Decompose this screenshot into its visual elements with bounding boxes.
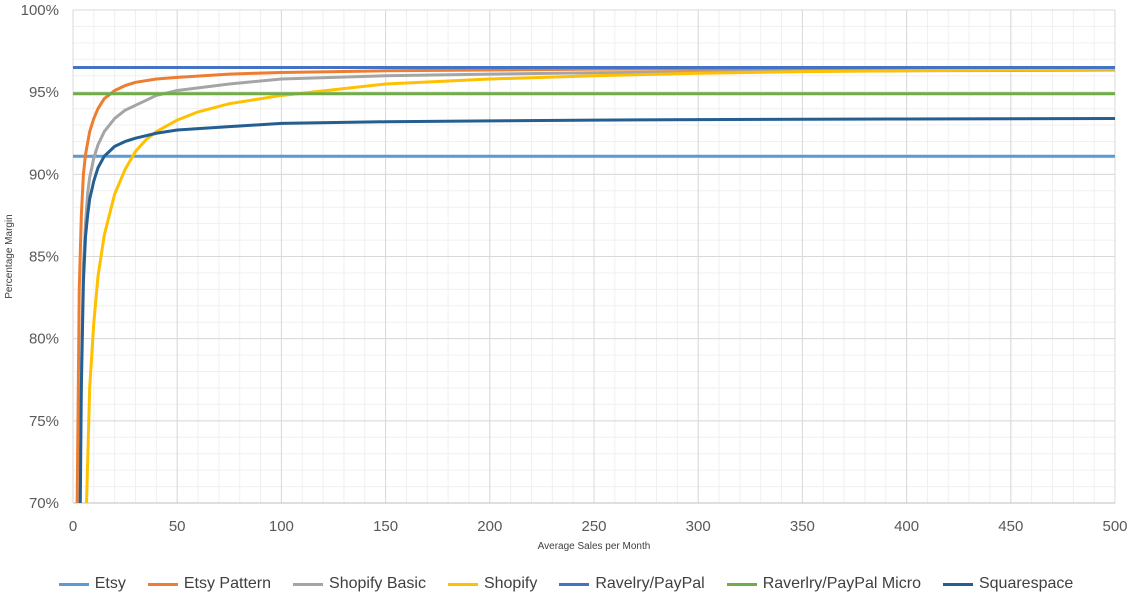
x-axis-title: Average Sales per Month [538, 541, 651, 552]
x-tick-label: 100 [269, 518, 294, 535]
legend-label: Etsy [94, 575, 126, 592]
legend-item: Etsy Pattern [147, 575, 272, 593]
x-tick-label: 450 [998, 518, 1023, 535]
x-tick-label: 50 [169, 518, 186, 535]
y-tick-label: 100% [21, 2, 59, 19]
legend-label: Shopify [483, 575, 538, 592]
chart-legend: Etsy Etsy Pattern Shopify Basic Shopify Rave… [0, 570, 1132, 598]
legend-swatch [147, 582, 178, 586]
legend-label: Ravelry/PayPal [595, 575, 705, 592]
x-tick-label: 400 [894, 518, 919, 535]
legend-swatch [726, 582, 757, 586]
x-tick-label: 350 [790, 518, 815, 535]
series-line-shopify-basic [78, 68, 1115, 503]
legend-item: Etsy [58, 575, 126, 593]
series-line-etsy-pattern [75, 66, 1115, 503]
y-tick-label: 95% [29, 84, 59, 101]
x-tick-label: 150 [373, 518, 398, 535]
x-tick-label: 200 [477, 518, 502, 535]
legend-item: Shopify Basic [293, 575, 426, 593]
chart-plot: 70% 75% 80% 85% 90% 95% 100% 0 50 100 150 200 250 300… [4, 2, 1128, 552]
series-line-squarespace [78, 116, 1115, 503]
legend-item: Squarespace [942, 575, 1074, 593]
legend-item: Ravelry/PayPal [559, 575, 705, 593]
legend-swatch [58, 582, 89, 586]
y-axis-title: Percentage Margin [4, 214, 15, 299]
y-tick-label: 90% [29, 166, 59, 183]
x-tick-label: 250 [581, 518, 606, 535]
legend-item: Raverlry/PayPal Micro [726, 575, 921, 593]
y-tick-label: 85% [29, 249, 59, 266]
x-tick-label: 0 [69, 518, 77, 535]
x-tick-label: 300 [686, 518, 711, 535]
y-tick-label: 75% [29, 413, 59, 430]
legend-swatch [293, 582, 324, 586]
legend-item: Shopify [447, 575, 538, 593]
y-tick-label: 70% [29, 495, 59, 512]
legend-swatch [447, 582, 478, 586]
legend-swatch [559, 582, 590, 586]
legend-swatch [942, 582, 973, 586]
y-tick-label: 80% [29, 331, 59, 348]
legend-label: Etsy Pattern [183, 575, 272, 592]
legend-label: Shopify Basic [329, 575, 426, 592]
legend-label: Squarespace [978, 575, 1074, 592]
series-group [73, 66, 1115, 503]
x-tick-label: 500 [1102, 518, 1127, 535]
series-line-shopify [85, 67, 1115, 503]
legend-label: Raverlry/PayPal Micro [762, 575, 921, 592]
